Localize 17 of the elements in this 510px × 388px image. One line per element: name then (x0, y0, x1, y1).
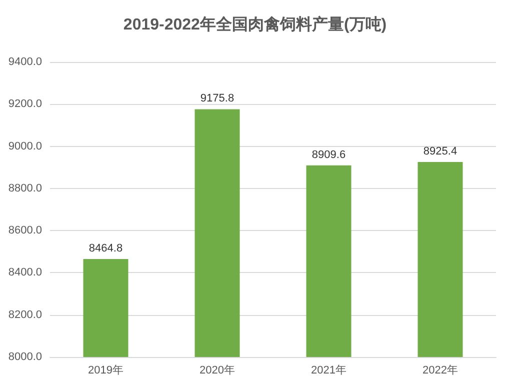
y-tick-label: 9200.0 (8, 98, 42, 110)
y-tick-label: 8000.0 (8, 351, 42, 363)
x-tick-label: 2022年 (422, 364, 458, 376)
y-tick-label: 9000.0 (8, 140, 42, 152)
x-tick-label: 2020年 (200, 364, 235, 376)
chart-title: 2019-2022年全国肉禽饲料产量(万吨) (123, 16, 387, 34)
y-tick-label: 8600.0 (8, 224, 42, 237)
x-tick-label: 2019年 (88, 364, 124, 376)
y-tick-label: 8400.0 (8, 266, 42, 279)
x-tick-label: 2021年 (311, 364, 346, 376)
y-tick-label: 8200.0 (8, 308, 42, 321)
data-label: 9175.8 (200, 92, 234, 105)
y-tick-label: 8800.0 (8, 182, 42, 194)
y-tick-label: 9400.0 (8, 56, 42, 68)
data-label: 8909.6 (312, 148, 346, 161)
data-label: 8464.8 (88, 242, 123, 255)
data-label: 8925.4 (423, 146, 458, 158)
